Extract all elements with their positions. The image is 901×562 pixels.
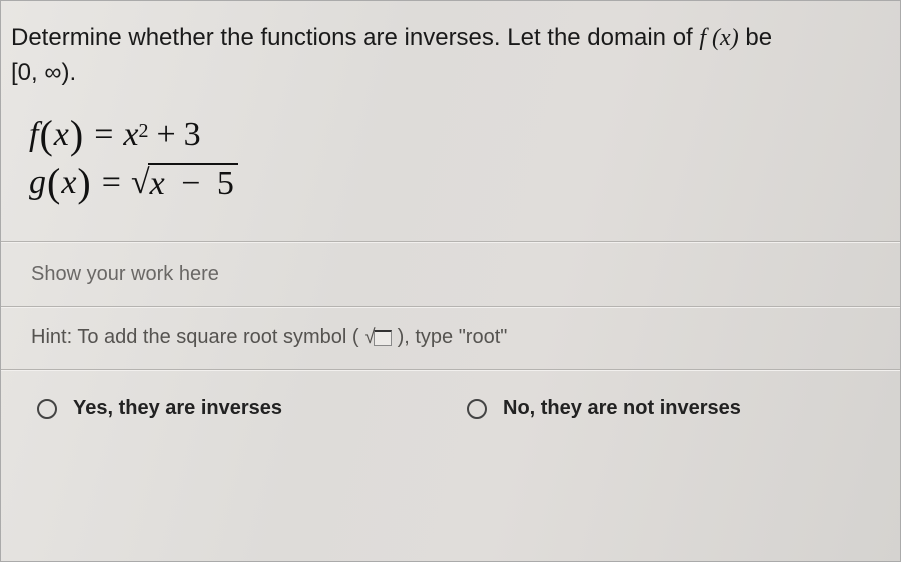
open-paren: (: [39, 108, 52, 162]
answer-option-yes[interactable]: Yes, they are inverses: [37, 397, 467, 420]
placeholder-box-icon: [374, 330, 392, 346]
question-card: Determine whether the functions are inve…: [0, 0, 901, 562]
work-area[interactable]: Show your work here: [1, 243, 900, 306]
radicand: x − 5: [148, 163, 238, 202]
answer-options: Yes, they are inverses No, they are not …: [1, 371, 900, 420]
open-paren: (: [47, 156, 60, 210]
question-prompt: Determine whether the functions are inve…: [1, 1, 900, 57]
equals-sign: =: [94, 112, 113, 158]
sqrt-expression: √ x − 5: [131, 160, 238, 206]
hint-prefix: Hint: To add the square root symbol (: [31, 326, 359, 349]
prompt-suffix: be: [745, 24, 772, 51]
equation-f: f (x) = x2 + 3: [29, 111, 900, 159]
prompt-prefix: Determine whether the functions are inve…: [11, 24, 699, 51]
radio-icon[interactable]: [467, 399, 487, 419]
close-paren: ): [70, 108, 83, 162]
domain-text: [0, ∞).: [1, 59, 900, 87]
hint-row: Hint: To add the square root symbol ( √ …: [1, 308, 900, 369]
sqrt-example-icon: √: [365, 326, 392, 349]
equations-block: f (x) = x2 + 3 g (x) = √ x − 5: [1, 87, 900, 241]
equation-g: g (x) = √ x − 5: [29, 159, 900, 207]
answer-label: No, they are not inverses: [503, 397, 741, 420]
work-placeholder: Show your work here: [31, 263, 219, 285]
radio-icon[interactable]: [37, 399, 57, 419]
answer-label: Yes, they are inverses: [73, 397, 282, 420]
close-paren: ): [77, 156, 90, 210]
hint-suffix: ), type "root": [398, 326, 508, 349]
answer-option-no[interactable]: No, they are not inverses: [467, 397, 741, 420]
fx-inline: f (x): [699, 25, 738, 51]
equals-sign: =: [102, 160, 121, 206]
